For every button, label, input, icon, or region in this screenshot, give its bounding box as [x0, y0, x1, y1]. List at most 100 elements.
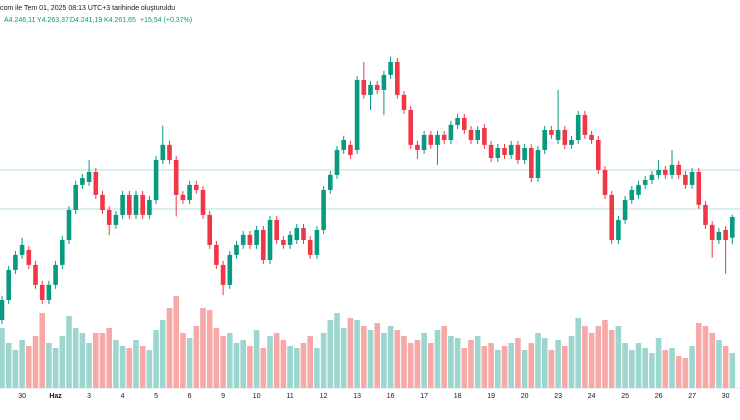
candle [120, 190, 125, 219]
candle [542, 125, 547, 154]
volume-bar [454, 338, 461, 388]
candle [321, 185, 326, 234]
candle-body [328, 174, 333, 190]
candle-body [482, 127, 487, 145]
candle [274, 215, 279, 244]
candle-body [435, 134, 440, 145]
candle [267, 215, 273, 264]
candle [508, 140, 514, 159]
candle [723, 225, 728, 274]
candle [549, 125, 554, 139]
candle [127, 190, 132, 219]
candle [106, 205, 112, 236]
volume-bar [374, 323, 380, 388]
open-label: A4.246,11 [4, 17, 36, 24]
x-tick-label: 19 [487, 393, 495, 400]
candle-body [200, 189, 206, 215]
x-tick-label: 12 [320, 393, 328, 400]
candle-body [475, 129, 480, 140]
candle [19, 237, 25, 259]
volume-bar [434, 330, 441, 388]
candle-body [408, 109, 413, 145]
volume-bar [86, 343, 92, 388]
volume-bar [19, 340, 25, 388]
volume-bar [166, 308, 173, 388]
x-tick-label: 16 [387, 393, 395, 400]
volume-bar [722, 346, 729, 388]
ohlc-legend: A4.246,11 Y4.263,37 D4.241,19 K4.261,65 … [4, 17, 192, 24]
candle [455, 113, 460, 129]
candle [421, 130, 427, 154]
volume-bar [689, 346, 695, 388]
volume-bar [562, 346, 568, 388]
volume-bar [247, 346, 253, 388]
candle [636, 180, 641, 199]
volume-bar [481, 346, 488, 388]
candle-body [589, 134, 594, 140]
candle-body [281, 239, 286, 245]
candle-body [562, 129, 568, 145]
volume-bar [615, 326, 622, 388]
candle-body [448, 124, 454, 140]
volume-bar [575, 318, 581, 388]
volume-bar [106, 328, 112, 388]
candle-body [187, 184, 192, 200]
x-tick-label: Haz [49, 393, 62, 400]
candle-body [703, 204, 708, 225]
volume-bar [595, 326, 602, 388]
candle-body [582, 114, 588, 135]
candle-body [6, 269, 11, 300]
candle-body [535, 149, 541, 178]
candle-body [120, 194, 125, 215]
volume-bar [300, 343, 307, 388]
candle [240, 230, 246, 249]
candle [53, 260, 58, 289]
candle [575, 110, 581, 144]
candle [642, 175, 648, 189]
volume-bar [675, 356, 682, 388]
candle-body [334, 149, 340, 175]
candle-body [636, 184, 641, 195]
candle [495, 143, 501, 162]
volume-bar [501, 346, 508, 388]
candle-body [53, 264, 58, 285]
candle-body [173, 159, 179, 195]
candle-body [468, 129, 474, 140]
candles-layer [0, 56, 735, 324]
volume-bar [394, 330, 401, 388]
candle-body [261, 229, 266, 260]
volume-bar [5, 343, 12, 388]
candle [649, 170, 655, 184]
volume-bar [153, 330, 159, 388]
volume-bar [180, 333, 186, 388]
volume-bar [186, 338, 193, 388]
candle-body [354, 79, 360, 150]
candle-body [321, 189, 326, 230]
candle [703, 200, 708, 229]
candle [388, 56, 393, 79]
volume-bar [113, 340, 119, 388]
volume-bar [99, 333, 106, 388]
candle [462, 113, 467, 134]
volume-bar [508, 343, 514, 388]
candle-body [314, 229, 320, 255]
volume-bar [173, 296, 179, 388]
candle-body [428, 134, 434, 145]
volume-bar [227, 333, 233, 388]
volume-bar [696, 323, 702, 388]
change-label: +15,54 (+0,37%) [140, 17, 192, 24]
candle-body [113, 214, 119, 225]
volume-bar [495, 350, 501, 388]
candle-body [388, 61, 393, 75]
candle [656, 159, 661, 179]
volume-bar [448, 336, 454, 388]
candle [602, 165, 608, 199]
volume-bar [233, 343, 240, 388]
volume-bar [662, 350, 669, 388]
volume-bar [608, 330, 615, 388]
candle-body [575, 114, 581, 140]
candle [6, 265, 11, 304]
volume-bar [421, 333, 427, 388]
candle [616, 215, 621, 244]
